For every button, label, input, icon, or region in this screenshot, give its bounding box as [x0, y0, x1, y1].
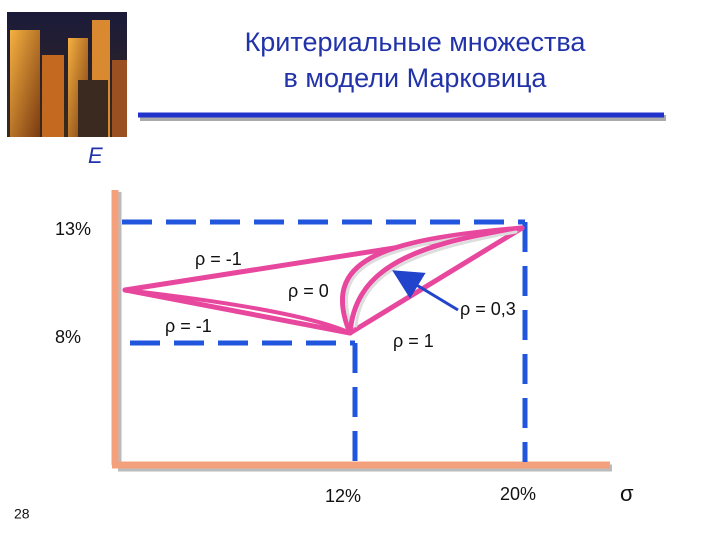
labels: E 13% 8% 12% 20% σ ρ = -1 ρ = -1 ρ = 0 ρ…: [14, 143, 634, 522]
y-tick-label: 13%: [55, 219, 91, 239]
y-tick-label: 8%: [55, 327, 81, 347]
curves: [122, 225, 525, 336]
x-tick-label: 20%: [500, 484, 536, 504]
title: Критериальные множества: [245, 27, 587, 57]
y-axis-label: E: [88, 143, 103, 168]
arrow: [392, 270, 459, 312]
curve-label: ρ = 1: [393, 331, 434, 351]
page-number: 28: [14, 506, 30, 522]
axes: [111, 190, 612, 472]
x-axis-label: σ: [620, 481, 634, 506]
curve-label: ρ = 0: [288, 281, 329, 301]
curve-label: ρ = 0,3: [460, 299, 516, 319]
curve-label: ρ = -1: [165, 316, 212, 336]
curve-label: ρ = -1: [195, 249, 242, 269]
photo: [7, 12, 127, 137]
title: в модели Марковица: [284, 63, 548, 93]
x-tick-label: 12%: [325, 486, 361, 506]
guide-lines: [122, 219, 528, 462]
